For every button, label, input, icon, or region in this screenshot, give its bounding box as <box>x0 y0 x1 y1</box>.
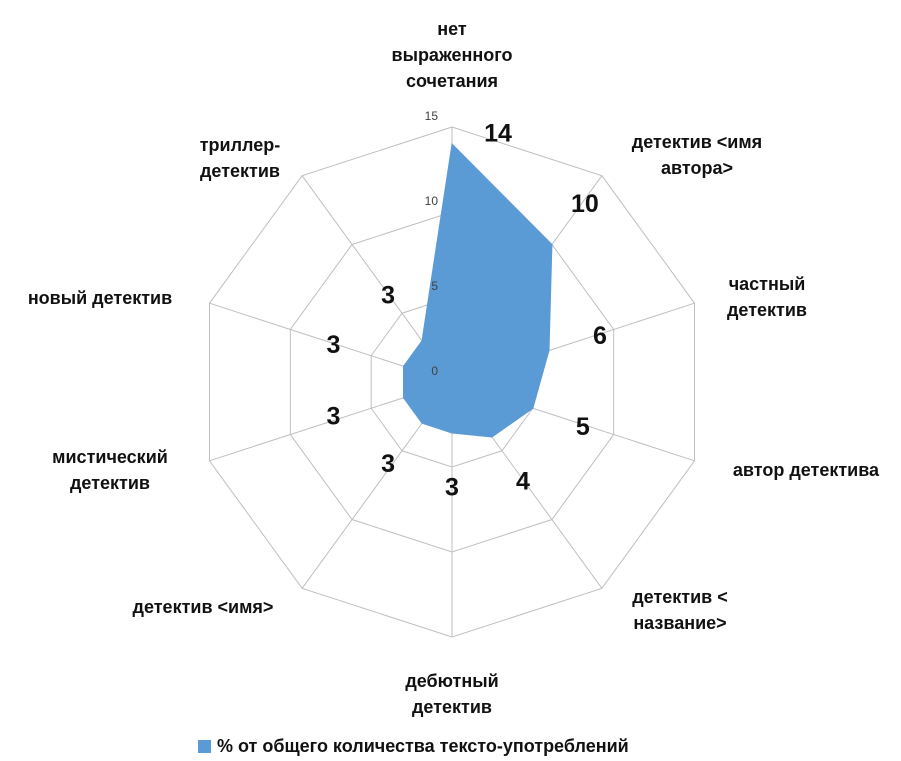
category-label: автор детектива <box>732 460 880 480</box>
data-label: 3 <box>381 450 395 478</box>
category-label: триллер-детектив <box>199 135 281 181</box>
category-label: частный детектив <box>727 274 807 320</box>
data-label: 6 <box>593 322 607 350</box>
legend-label: % от общего количества тексто-употреблен… <box>217 736 629 756</box>
data-label: 3 <box>381 281 395 309</box>
category-label: нет выраженного сочетания <box>391 19 513 91</box>
data-label: 14 <box>484 120 512 148</box>
category-label: детектив <имя автора> <box>631 132 763 178</box>
r-tick-label: 10 <box>425 194 439 208</box>
r-tick-label: 5 <box>431 279 438 293</box>
data-label: 5 <box>576 413 590 441</box>
category-label: мистический детектив <box>52 447 168 493</box>
data-label: 3 <box>327 331 341 359</box>
category-label: дебютный детектив <box>405 671 499 717</box>
data-label: 3 <box>445 474 459 502</box>
data-label: 4 <box>516 468 530 496</box>
legend-swatch <box>198 740 211 753</box>
data-label: 10 <box>571 190 599 218</box>
r-tick-label: 0 <box>431 364 438 378</box>
r-tick-label: 15 <box>425 109 439 123</box>
category-label: детектив <имя> <box>132 597 274 617</box>
data-label: 3 <box>327 402 341 430</box>
category-label: детектив < название> <box>632 587 728 633</box>
series-area <box>402 142 553 438</box>
category-label: новый детектив <box>27 288 173 308</box>
